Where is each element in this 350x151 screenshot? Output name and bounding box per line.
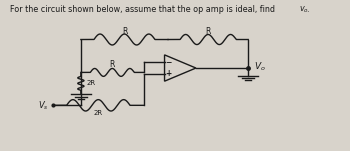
Text: R: R	[122, 27, 127, 36]
Text: +: +	[166, 69, 172, 78]
Text: −: −	[166, 58, 172, 67]
Text: R: R	[205, 27, 211, 36]
Text: For the circuit shown below, assume that the op amp is ideal, find: For the circuit shown below, assume that…	[10, 5, 278, 14]
Text: R: R	[110, 60, 115, 69]
Text: 2R: 2R	[86, 80, 95, 86]
Text: $\mathit{V_s}$: $\mathit{V_s}$	[38, 99, 49, 112]
Text: $\mathit{v_o}$: $\mathit{v_o}$	[299, 5, 309, 15]
Text: .: .	[306, 5, 309, 14]
Text: $\mathit{V_o}$: $\mathit{V_o}$	[254, 61, 266, 73]
Text: 2R: 2R	[94, 110, 103, 116]
